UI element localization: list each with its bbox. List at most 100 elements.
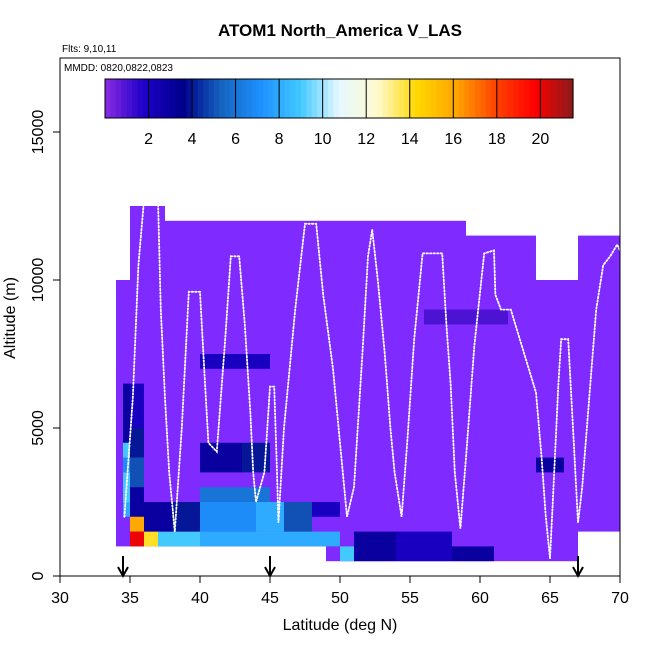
heatmap-cell-12 [130, 531, 144, 547]
colorbar-swatch-65 [458, 79, 465, 118]
colorbar-frame [104, 78, 574, 119]
colorbar-swatch-13 [175, 79, 182, 118]
colorbar-swatch-16 [192, 79, 199, 118]
heatmap-cell-19 [452, 546, 494, 562]
colorbar-swatch-75 [513, 79, 520, 118]
colorbar-swatch-52 [387, 79, 395, 118]
colorbar-swatch-22 [224, 79, 231, 118]
heatmap-cell-15 [200, 531, 340, 547]
colorbar-swatch-29 [262, 79, 269, 118]
colorbar-tick-label-2: 6 [231, 131, 240, 148]
colorbar-swatch-82 [551, 79, 558, 118]
axes: 30 35 40 45 50 55 60 65 70 0 5000 10000 15000 [30, 57, 629, 607]
latitude-arrow-head-0 [117, 566, 129, 579]
colorbar-swatch-49 [371, 79, 378, 118]
colorbar-swatch-81 [545, 79, 552, 118]
flights-label: Flts: 9,10,11 [62, 44, 117, 55]
y-axis-label: Altitude (m) [2, 277, 19, 359]
colorbar-swatch-63 [447, 79, 454, 118]
colorbar-swatch-0 [105, 79, 112, 118]
colorbar-swatch-45 [349, 79, 356, 118]
colorbar-swatch-57 [415, 79, 422, 118]
latitude-arrow-head-1 [264, 566, 276, 579]
colorbar-swatch-25 [241, 79, 248, 118]
colorbar-swatch-62 [442, 79, 449, 118]
flight-track [123, 199, 621, 559]
colorbar-swatch-30 [268, 79, 275, 118]
colorbar-tick-label-0: 2 [144, 131, 153, 148]
heatmap-cell-8 [130, 428, 144, 458]
colorbar-swatch-36 [300, 79, 307, 118]
colorbar-swatch-44 [344, 79, 351, 118]
colorbar-swatch-42 [333, 79, 340, 118]
heatmap-cell-30 [424, 309, 508, 325]
colorbar-swatch-72 [496, 79, 503, 118]
colorbar-swatch-40 [322, 79, 329, 118]
heatmap-cell-24 [284, 502, 312, 532]
colorbar-swatch-26 [246, 79, 253, 118]
colorbar-swatch-1 [110, 79, 117, 118]
colorbar-swatch-46 [355, 79, 362, 118]
colorbar-swatch-70 [485, 79, 492, 118]
colorbar-swatch-43 [339, 79, 346, 118]
latitude-arrow-1 [264, 556, 276, 579]
colorbar-swatch-6 [137, 79, 144, 118]
colorbar-swatch-23 [230, 79, 237, 118]
colorbar-swatch-64 [453, 79, 460, 118]
colorbar-swatch-73 [502, 79, 509, 118]
colorbar-swatch-12 [170, 79, 177, 118]
y-tick-label-0: 0 [30, 571, 47, 580]
colorbar-swatch-39 [317, 79, 324, 118]
heatmap-cell-26 [200, 487, 270, 502]
colorbar: 2 4 6 8 10 12 14 16 18 20 [104, 78, 574, 148]
colorbar-swatch-69 [480, 79, 487, 118]
colorbar-swatch-76 [518, 79, 525, 118]
colorbar-swatch-50 [377, 79, 384, 118]
colorbar-swatch-35 [295, 79, 302, 118]
colorbar-swatch-38 [311, 79, 318, 118]
colorbar-tick-label-9: 20 [531, 131, 549, 148]
colorbar-swatch-85 [567, 79, 574, 118]
heatmap-cell-31 [536, 457, 564, 473]
colorbar-swatch-74 [507, 79, 514, 118]
colorbar-swatch-53 [393, 79, 400, 118]
colorbar-swatch-37 [306, 79, 313, 118]
colorbar-swatch-21 [219, 79, 226, 118]
heatmap-cell-1 [123, 413, 130, 443]
y-tick-label-2: 10000 [30, 258, 47, 303]
colorbar-tick-label-6: 14 [401, 131, 419, 148]
x-tick-label-0: 30 [51, 590, 69, 607]
heatmap-cell-11 [130, 516, 144, 532]
colorbar-swatch-19 [208, 79, 215, 118]
heatmap-cell-27 [200, 442, 242, 473]
heatmap-cell-29 [200, 354, 270, 369]
x-tick-label-8: 70 [611, 590, 629, 607]
colorbar-swatch-4 [126, 79, 133, 118]
heatmap-cell-14 [158, 531, 200, 547]
colorbar-swatch-67 [469, 79, 476, 118]
colorbar-tick-label-5: 12 [357, 131, 375, 148]
y-tick-label-1: 5000 [30, 410, 47, 446]
colorbar-swatch-78 [529, 79, 536, 118]
heatmap-cell-10 [130, 487, 144, 517]
colorbar-tick-label-4: 10 [314, 131, 332, 148]
colorbar-swatch-28 [257, 79, 264, 118]
colorbar-swatch-2 [115, 79, 122, 118]
heatmap-cell-20 [144, 502, 172, 532]
colorbar-swatch-68 [475, 79, 482, 118]
heatmap-cell-18 [396, 531, 452, 562]
colorbar-swatch-54 [398, 79, 405, 118]
latitude-arrow-0 [117, 556, 129, 579]
heatmap-cell-6 [123, 502, 130, 517]
x-tick-label-4: 50 [331, 590, 349, 607]
colorbar-swatch-33 [284, 79, 291, 118]
heatmap-cell-25 [312, 502, 340, 517]
colorbar-swatch-5 [132, 79, 139, 118]
colorbar-swatch-10 [159, 79, 166, 118]
colorbar-swatch-9 [153, 79, 161, 118]
x-axis-label: Latitude (deg N) [283, 617, 398, 634]
heatmap-cell-17 [354, 531, 396, 562]
colorbar-swatch-14 [181, 79, 188, 118]
x-tick-label-6: 60 [471, 590, 489, 607]
